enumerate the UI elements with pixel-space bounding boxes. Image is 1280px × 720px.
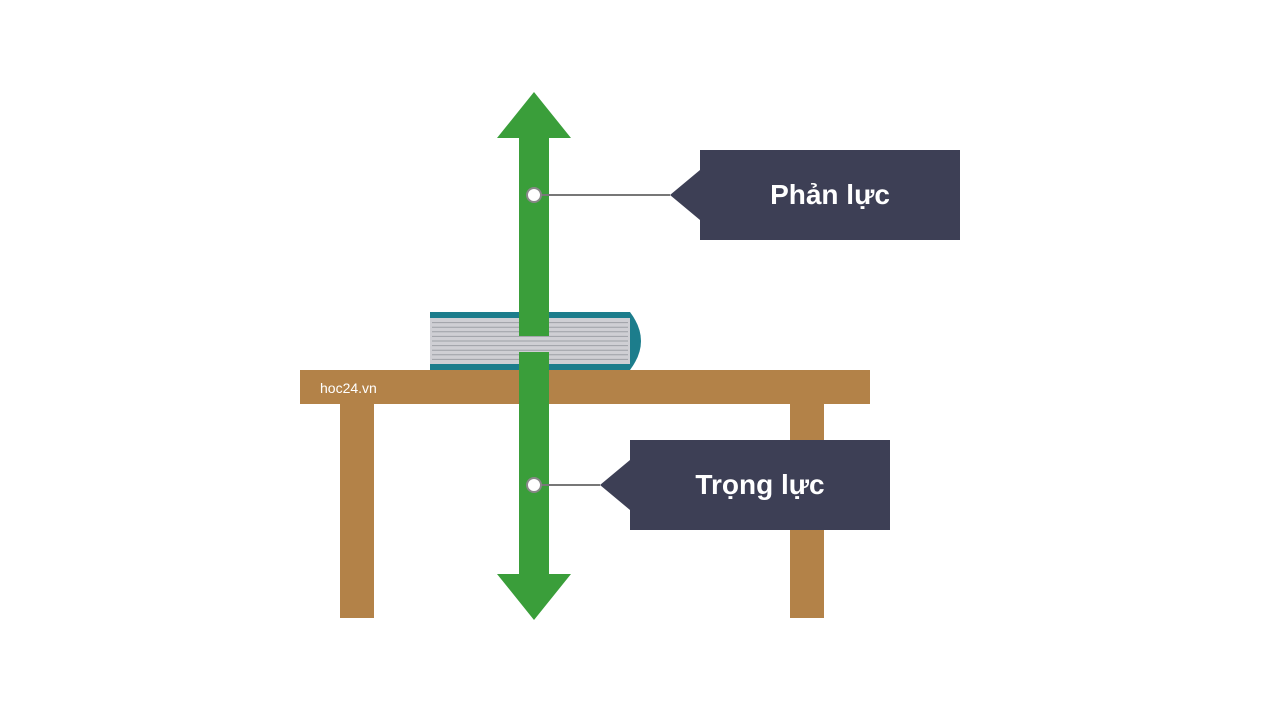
watermark: hoc24.vn	[320, 380, 377, 396]
label-normal-force-text: Phản lực	[770, 179, 890, 211]
table-top	[300, 370, 870, 404]
watermark-text: hoc24.vn	[320, 380, 377, 396]
label-normal-force-dot	[527, 188, 541, 202]
arrow-up	[497, 92, 571, 336]
label-normal-force-pointer	[670, 170, 700, 220]
label-gravity-text: Trọng lực	[695, 469, 824, 501]
label-gravity-pointer	[600, 460, 630, 510]
label-gravity-dot	[527, 478, 541, 492]
label-gravity: Trọng lực	[630, 440, 890, 530]
diagram-svg	[0, 0, 1280, 720]
table-leg-left	[340, 404, 374, 618]
label-normal-force: Phản lực	[700, 150, 960, 240]
diagram-stage: Phản lực Trọng lực hoc24.vn	[0, 0, 1280, 720]
